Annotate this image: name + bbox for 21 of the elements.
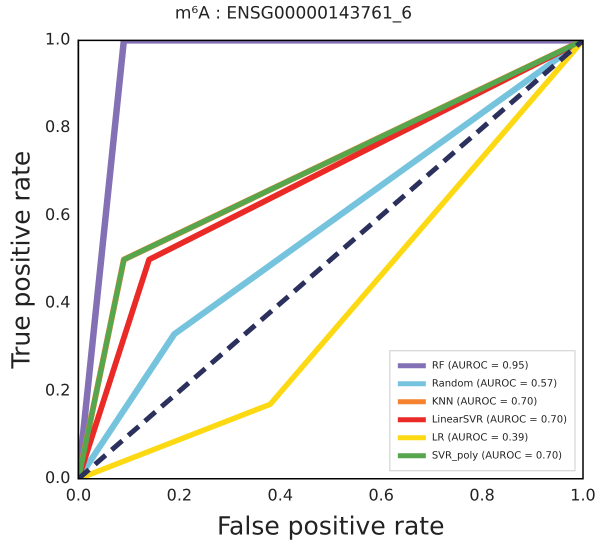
x-axis-title: False positive rate (216, 512, 444, 540)
chart-title: m⁶A : ENSG00000143761_6 (174, 4, 412, 24)
legend-label: SVR_poly (AUROC = 0.70) (432, 450, 562, 462)
y-tick-label: 0.2 (44, 380, 70, 400)
legend-label: LinearSVR (AUROC = 0.70) (432, 414, 568, 426)
legend-label: LR (AUROC = 0.39) (432, 432, 528, 444)
x-tick-label: 0.4 (268, 486, 293, 505)
x-tick-label: 0.8 (469, 486, 495, 505)
y-tick-label: 0.4 (44, 292, 70, 312)
legend-label: KNN (AUROC = 0.70) (432, 396, 538, 408)
y-tick-label: 0.6 (44, 204, 70, 224)
x-tick-label: 1.0 (570, 486, 596, 505)
legend-label: RF (AUROC = 0.95) (432, 360, 529, 372)
y-tick-label: 0.0 (44, 468, 70, 487)
x-tick-label: 0.6 (368, 486, 394, 505)
x-tick-label: 0.0 (66, 486, 92, 505)
y-tick-label: 0.8 (44, 117, 70, 136)
legend-label: Random (AUROC = 0.57) (432, 378, 558, 390)
x-tick-label: 0.2 (166, 486, 192, 505)
y-axis-title: True positive rate (6, 150, 36, 370)
y-tick-label: 1.0 (44, 30, 70, 49)
